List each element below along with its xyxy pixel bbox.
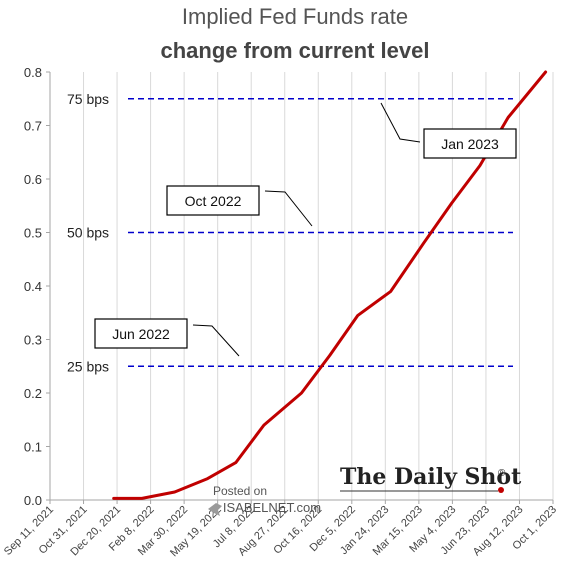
callout-jan-2023-leader [380, 102, 421, 143]
y-tick-label: 0.6 [24, 172, 42, 187]
callout-jan-2023: Jan 2023 [380, 102, 517, 159]
brand-dot [498, 487, 504, 493]
y-tick-label: 0.3 [24, 333, 42, 348]
reference-lines: 25 bps 50 bps 75 bps [67, 91, 513, 374]
y-tick-label: 0.0 [24, 493, 42, 508]
callout-jun-2022-box [94, 318, 188, 349]
y-tick-label: 0.8 [24, 65, 42, 80]
y-tick-label: 0.4 [24, 279, 42, 294]
reference-line-label: 25 bps [67, 358, 109, 374]
callout-oct-2022-leader [264, 190, 313, 227]
y-tick-label: 0.7 [24, 119, 42, 134]
registered-mark: ® [498, 468, 506, 479]
grid-lines [49, 72, 554, 500]
series-line [112, 70, 548, 500]
callout-oct-2022: Oct 2022 [166, 185, 313, 227]
brand-name: The Daily Shot [340, 464, 522, 490]
chart-title: Implied Fed Funds rate [182, 4, 408, 29]
callout-oct-2022-box [166, 185, 260, 216]
watermark-site: ISABELNET.com [223, 500, 321, 515]
bird-icon [208, 503, 222, 516]
isabelnet-watermark: Posted on ISABELNET.com [208, 484, 321, 516]
daily-shot-brand: The Daily Shot ® [340, 464, 522, 493]
y-tick-label: 0.1 [24, 440, 42, 455]
chart-subtitle: change from current level [161, 38, 430, 63]
watermark-posted-on: Posted on [213, 484, 267, 498]
callout-jun-2022-leader [192, 324, 240, 357]
callout-jun-2022-text: Jun 2022 [112, 326, 170, 342]
callout-oct-2022-text: Oct 2022 [185, 193, 242, 209]
reference-line-label: 50 bps [67, 225, 109, 241]
callout-jan-2023-box [423, 128, 517, 159]
series-layer [112, 70, 548, 500]
callout-jan-2023-text: Jan 2023 [441, 136, 499, 152]
y-tick-label: 0.2 [24, 386, 42, 401]
callout-jun-2022: Jun 2022 [94, 318, 240, 357]
y-tick-label: 0.5 [24, 226, 42, 241]
reference-line-label: 75 bps [67, 91, 109, 107]
y-tick-labels: 0.0 0.1 0.2 0.3 0.4 0.5 0.6 0.7 0.8 [24, 65, 50, 508]
